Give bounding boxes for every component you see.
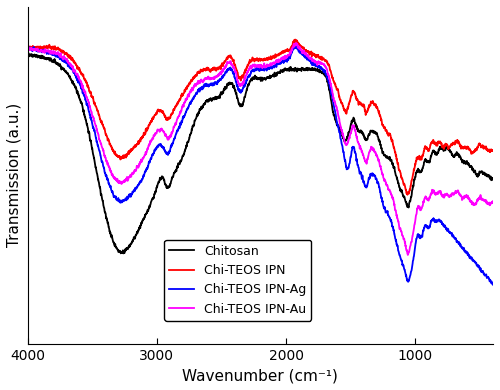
Chi-TEOS IPN-Au [384,183,390,188]
Chi-TEOS IPN [490,148,496,152]
Line: Chi-TEOS IPN-Ag: Chi-TEOS IPN-Ag [28,46,493,285]
Chi-TEOS IPN-Ag [169,141,175,146]
Chi-TEOS IPN [24,45,30,50]
Chi-TEOS IPN-Ag [80,91,86,96]
Chi-TEOS IPN-Au [405,253,411,257]
Chi-TEOS IPN [169,111,175,115]
Chi-TEOS IPN [54,47,60,51]
Chi-TEOS IPN [384,131,390,136]
X-axis label: Wavenumber (cm⁻¹): Wavenumber (cm⁻¹) [182,368,338,383]
Chitosan [54,62,60,66]
Chi-TEOS IPN-Au [54,51,60,56]
Chi-TEOS IPN-Ag [490,282,496,287]
Chi-TEOS IPN [292,37,298,42]
Chitosan [384,156,390,160]
Y-axis label: Transmission (a.u.): Transmission (a.u.) [7,103,22,247]
Chi-TEOS IPN [80,73,86,78]
Chi-TEOS IPN-Au [24,45,30,50]
Chitosan [490,177,496,182]
Chitosan [120,251,126,256]
Chi-TEOS IPN-Ag [54,54,60,58]
Chi-TEOS IPN-Ag [80,91,86,96]
Chi-TEOS IPN-Au [169,130,175,135]
Legend: Chitosan, Chi-TEOS IPN, Chi-TEOS IPN-Ag, Chi-TEOS IPN-Au: Chitosan, Chi-TEOS IPN, Chi-TEOS IPN-Ag,… [164,240,312,321]
Line: Chitosan: Chitosan [28,53,493,254]
Chi-TEOS IPN [404,192,410,197]
Line: Chi-TEOS IPN: Chi-TEOS IPN [28,39,493,195]
Chitosan [24,51,30,56]
Chitosan [80,108,86,113]
Chi-TEOS IPN [346,100,352,105]
Chitosan [80,108,86,112]
Chi-TEOS IPN-Ag [384,210,390,215]
Chi-TEOS IPN-Au [490,200,496,204]
Chitosan [25,50,31,55]
Chitosan [346,129,352,134]
Chi-TEOS IPN-Ag [346,161,352,166]
Chi-TEOS IPN-Au [293,41,299,45]
Chi-TEOS IPN-Ag [292,44,298,49]
Chi-TEOS IPN-Au [80,83,86,88]
Chi-TEOS IPN-Ag [24,45,30,50]
Chi-TEOS IPN-Au [346,135,352,140]
Line: Chi-TEOS IPN-Au: Chi-TEOS IPN-Au [28,43,493,255]
Chi-TEOS IPN [80,74,86,79]
Chitosan [170,174,175,179]
Chi-TEOS IPN-Au [80,87,86,92]
